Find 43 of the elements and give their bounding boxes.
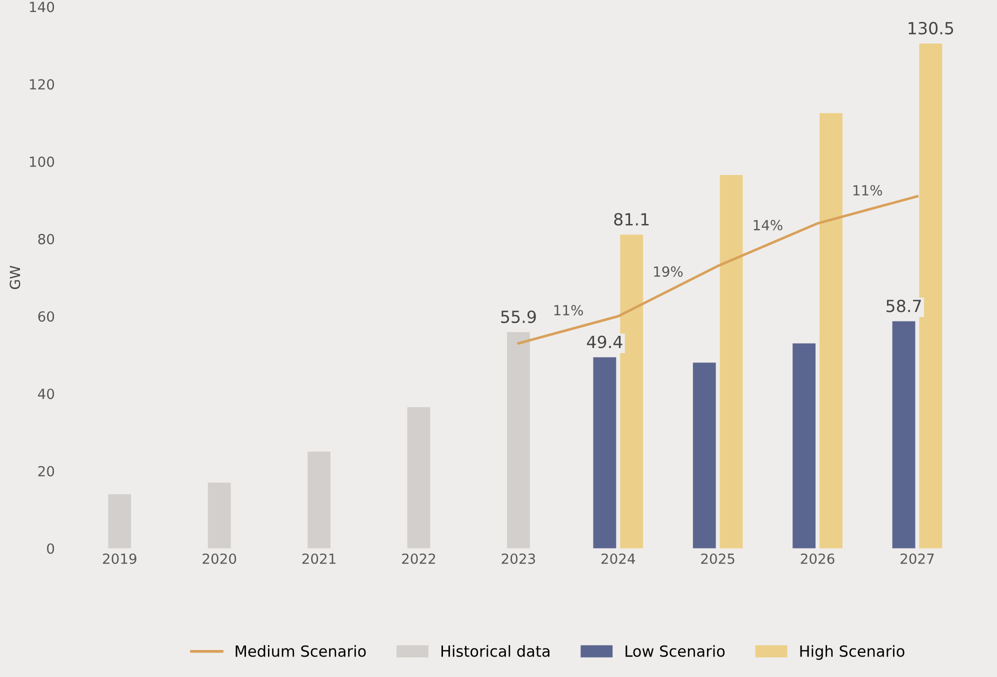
data-label: 49.4 [586, 336, 622, 348]
bar [892, 321, 916, 548]
bar [593, 357, 616, 548]
annotation: 19% [654, 266, 683, 277]
y-tick-label: 100 [30, 156, 54, 167]
legend-label: High Scenario [800, 645, 904, 660]
y-tick-label: 120 [30, 79, 54, 90]
data-label: 81.1 [614, 212, 649, 226]
x-tick-label: 2027 [900, 553, 934, 564]
y-tick-label: 140 [30, 2, 54, 12]
bar [407, 407, 430, 548]
x-tick-label: 2026 [800, 553, 834, 564]
bar [692, 362, 716, 548]
y-axis-title: GW [10, 266, 20, 290]
bar [506, 332, 530, 548]
x-tick-label: 2020 [202, 553, 236, 564]
y-tick-label: 0 [47, 543, 54, 554]
annotation: 11% [853, 185, 882, 196]
bar [820, 113, 842, 548]
x-tick-label: 2024 [601, 553, 636, 564]
x-tick-label: 2019 [102, 553, 136, 564]
y-tick-label: 60 [38, 311, 54, 322]
bar [308, 452, 331, 548]
data-label: 58.7 [886, 300, 921, 312]
legend-label: Medium Scenario [236, 645, 366, 657]
bar [919, 44, 942, 548]
data-label: 130.5 [908, 22, 954, 34]
y-tick-label: 20 [38, 466, 54, 476]
annotation: 11% [554, 304, 583, 316]
legend-label: Historical data [441, 645, 550, 657]
bar [108, 494, 132, 548]
y-tick-label: 80 [38, 234, 54, 244]
bar [208, 482, 231, 548]
x-tick-label: 2021 [302, 553, 336, 564]
y-tick-label: 40 [38, 388, 54, 400]
legend-label: Low Scenario [626, 645, 725, 657]
x-tick-label: 2022 [402, 553, 436, 564]
annotation: 14% [754, 220, 782, 230]
data-label: 55.9 [501, 310, 536, 324]
bar [792, 343, 816, 548]
x-tick-label: 2025 [701, 553, 734, 564]
bar [720, 175, 743, 548]
x-tick-label: 2023 [502, 553, 535, 564]
